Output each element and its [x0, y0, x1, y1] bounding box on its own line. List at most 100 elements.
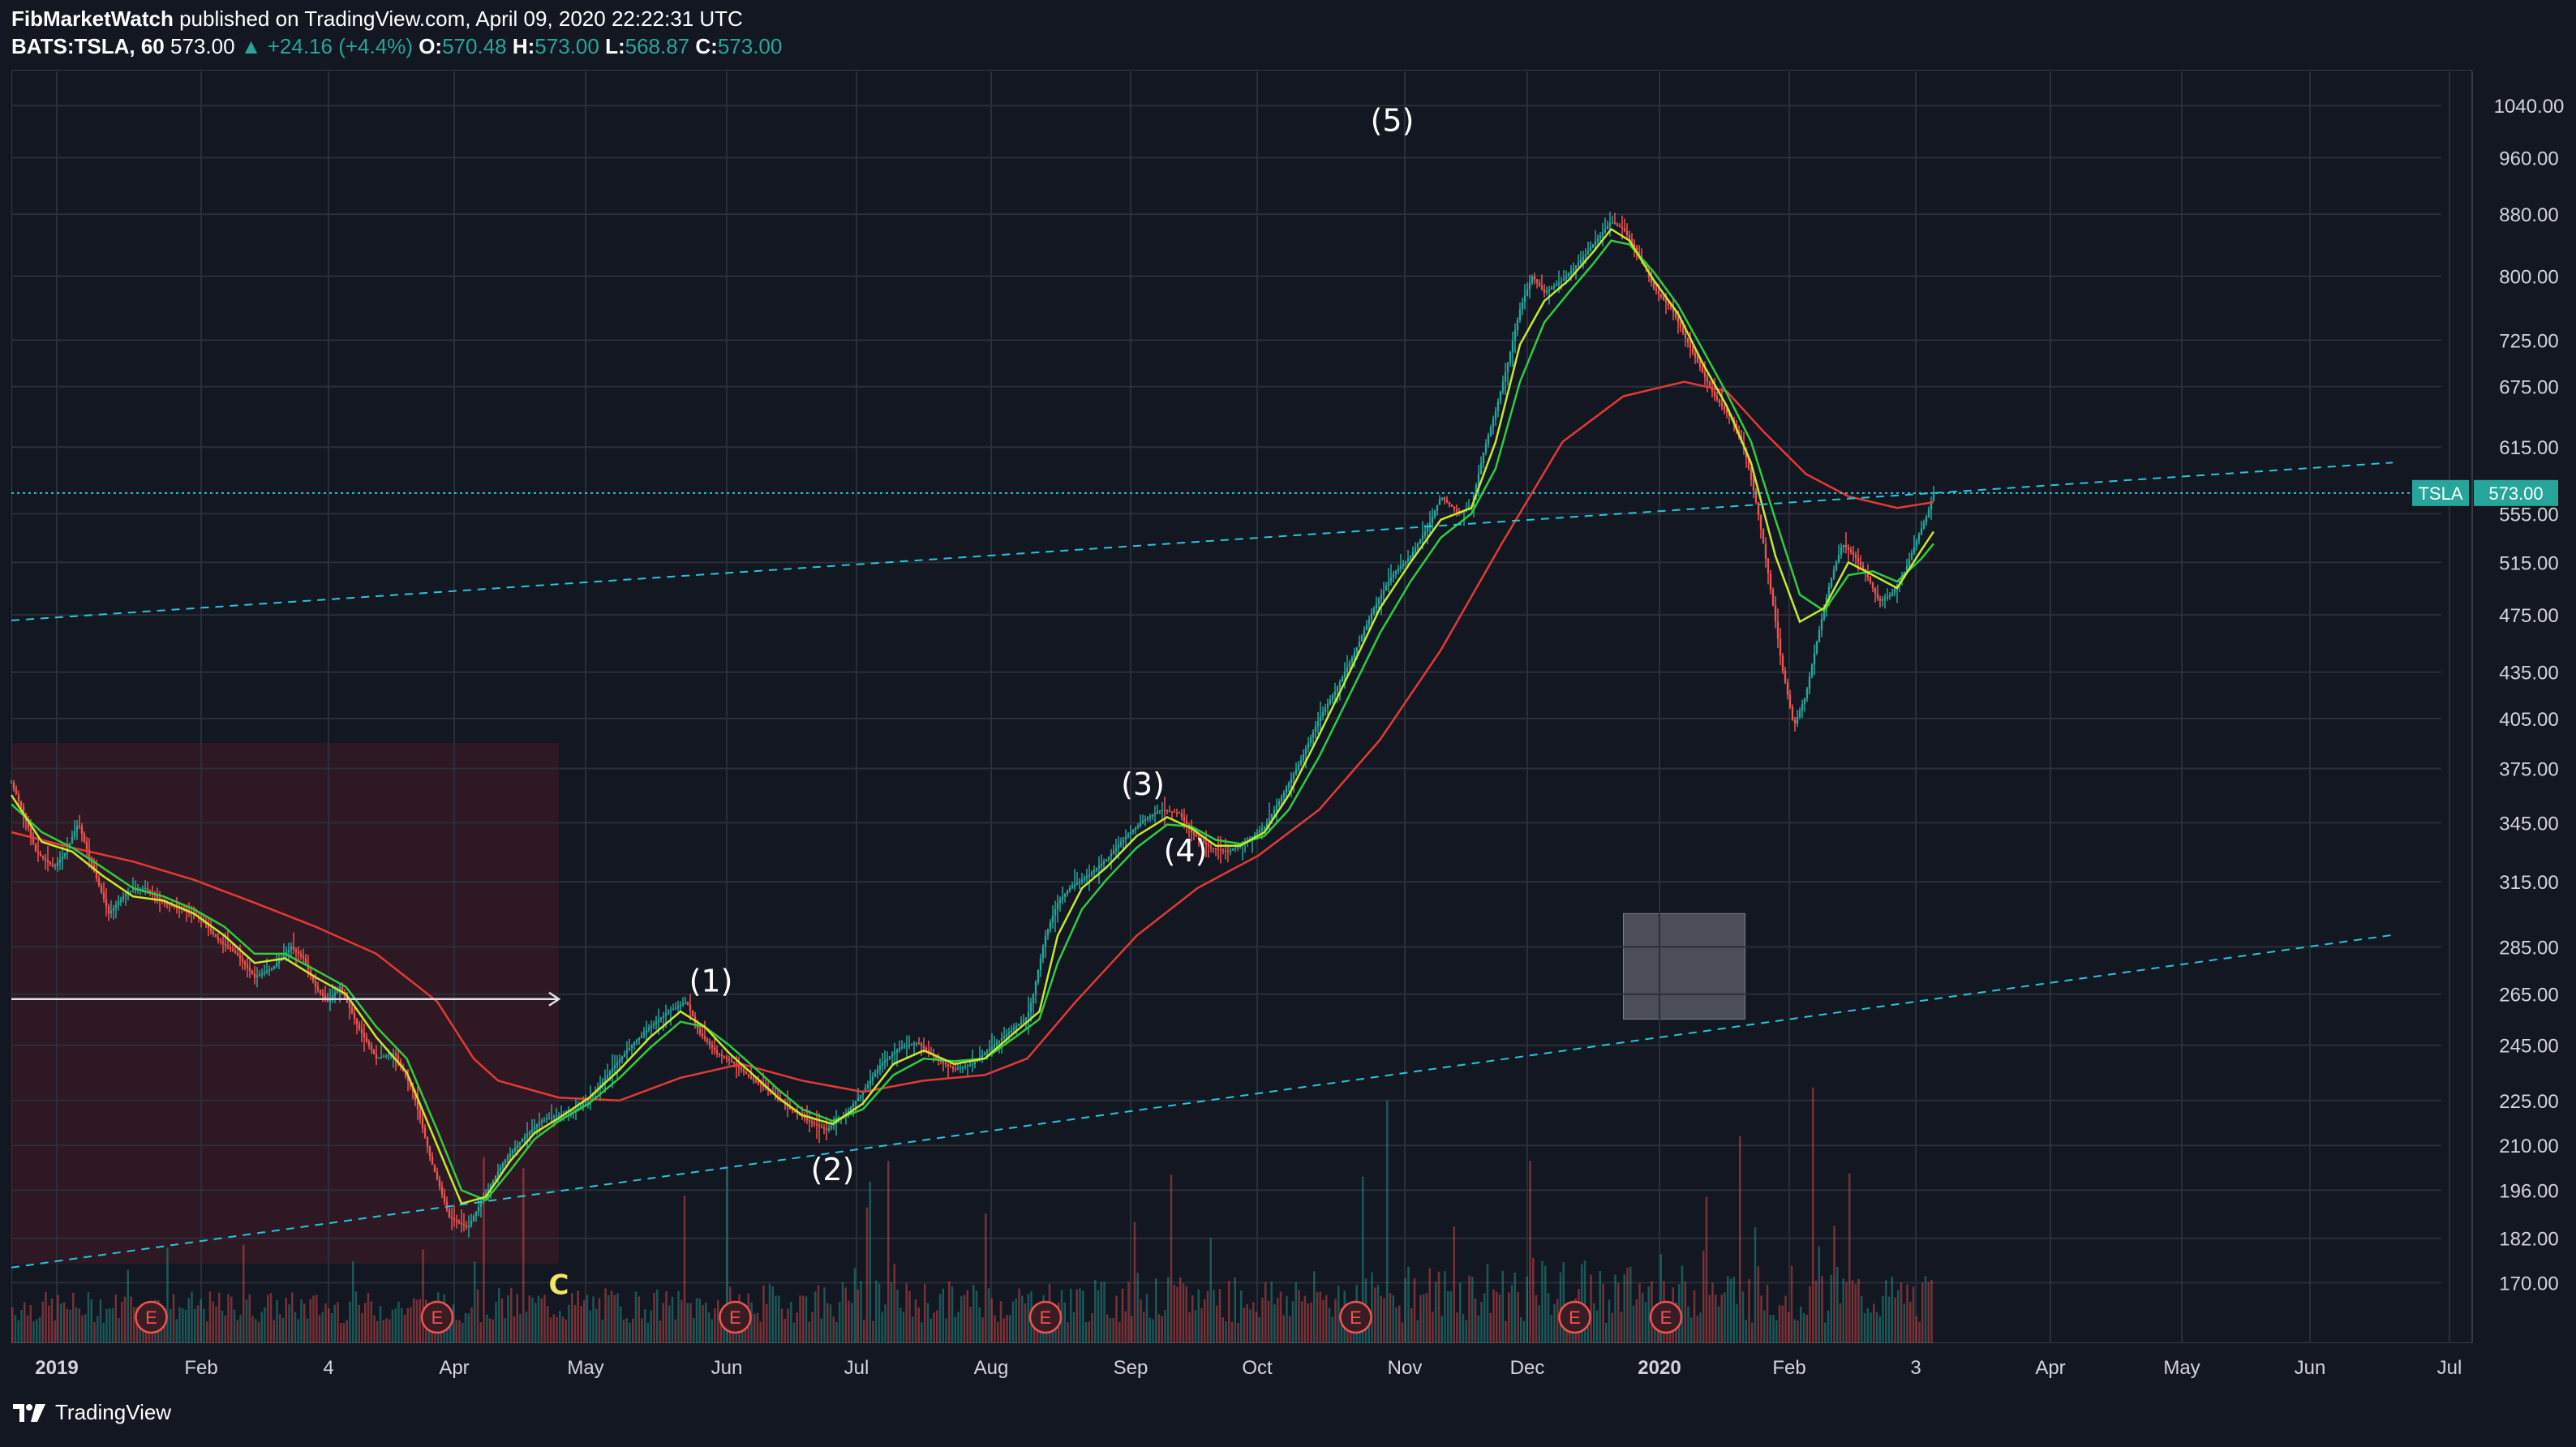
candle	[1796, 716, 1799, 724]
volume-bar	[303, 1303, 306, 1343]
volume-bar	[367, 1292, 370, 1343]
volume-bar	[1857, 1278, 1860, 1343]
candle	[1689, 342, 1692, 348]
candle	[124, 893, 127, 897]
volume-bar	[1729, 1278, 1732, 1343]
y-tick-label: 1040.00	[2494, 96, 2565, 118]
candle	[397, 1055, 400, 1061]
candle	[762, 1084, 765, 1087]
candle	[1496, 401, 1500, 411]
symbol-label[interactable]: BATS:TSLA, 60	[11, 34, 165, 58]
volume-bar	[1191, 1295, 1194, 1343]
volume-bar	[354, 1291, 358, 1343]
volume-bar	[990, 1298, 993, 1343]
candle	[299, 953, 303, 956]
candle	[1859, 561, 1862, 566]
volume-bar	[580, 1305, 582, 1343]
volume-bar	[20, 1309, 23, 1343]
candle	[343, 992, 346, 998]
x-tick-label: Apr	[2035, 1357, 2065, 1379]
volume-bar	[1912, 1286, 1915, 1343]
volume-bar	[50, 1298, 54, 1343]
candle	[545, 1119, 548, 1120]
candle	[1886, 596, 1889, 599]
volume-bar	[1659, 1254, 1662, 1343]
volume-bar	[999, 1301, 1002, 1343]
candle	[1596, 238, 1599, 242]
candle	[895, 1050, 899, 1053]
candle	[691, 1010, 694, 1017]
volume-bar	[1827, 1310, 1830, 1343]
volume-bar	[1757, 1266, 1759, 1343]
candle	[1010, 1029, 1013, 1033]
candle	[255, 976, 259, 977]
candle	[874, 1073, 877, 1077]
candle	[796, 1112, 799, 1114]
volume-bar	[401, 1307, 403, 1343]
candle	[1394, 571, 1397, 574]
candle	[148, 890, 152, 892]
candle	[1385, 586, 1388, 590]
candle	[827, 1127, 831, 1131]
candle	[163, 901, 166, 904]
candle	[1708, 381, 1711, 387]
candle	[1034, 981, 1037, 994]
candle	[686, 1002, 689, 1005]
candle	[1183, 817, 1186, 822]
volume-bar	[467, 1313, 470, 1343]
candle	[1156, 811, 1159, 814]
volume-bar	[1891, 1277, 1893, 1343]
candle	[1516, 320, 1519, 331]
candle	[1718, 399, 1721, 403]
candle	[1066, 891, 1069, 895]
candle	[409, 1081, 412, 1087]
candle	[479, 1202, 483, 1208]
volume-bar	[1063, 1302, 1066, 1343]
candle	[406, 1076, 410, 1082]
volume-bar	[483, 1157, 485, 1343]
candle	[170, 904, 174, 906]
volume-bar	[1861, 1296, 1863, 1343]
y-tick-label: 210.00	[2499, 1136, 2558, 1157]
author-name[interactable]: FibMarketWatch	[11, 6, 174, 31]
candle	[421, 1119, 424, 1128]
candle	[667, 1011, 670, 1014]
volume-bar	[385, 1318, 388, 1343]
volume-bar	[62, 1302, 66, 1343]
candle	[1195, 834, 1198, 837]
x-tick-label: Sep	[1114, 1357, 1148, 1379]
volume-bar	[236, 1320, 238, 1343]
volume-bar	[1413, 1277, 1416, 1343]
candle	[1350, 657, 1354, 663]
candle	[1582, 256, 1585, 260]
footer-brand[interactable]: TradingView	[11, 1400, 171, 1425]
volume-bar	[403, 1315, 406, 1343]
candle	[1791, 707, 1794, 720]
volume-bar	[245, 1299, 248, 1343]
candle	[550, 1117, 553, 1119]
candle	[1703, 371, 1707, 377]
volume-bar	[1140, 1299, 1142, 1343]
volume-bar	[938, 1294, 942, 1343]
candle	[97, 878, 101, 886]
candle	[1574, 265, 1578, 268]
candle	[1411, 552, 1415, 556]
candle	[1397, 569, 1400, 572]
volume-bar	[1878, 1316, 1881, 1343]
candle	[981, 1055, 984, 1058]
volume-bar	[1699, 1312, 1702, 1343]
candle	[1024, 1017, 1028, 1020]
candle	[1910, 552, 1913, 560]
volume-bar	[1513, 1272, 1516, 1343]
candle	[292, 947, 295, 950]
candle	[270, 968, 273, 970]
candle	[1226, 851, 1230, 852]
candle	[1046, 929, 1050, 936]
candle	[333, 992, 337, 996]
volume-bar	[1109, 1318, 1112, 1343]
candle	[105, 899, 108, 907]
candle	[985, 1050, 989, 1054]
candle	[1166, 810, 1169, 812]
candle	[526, 1134, 529, 1137]
